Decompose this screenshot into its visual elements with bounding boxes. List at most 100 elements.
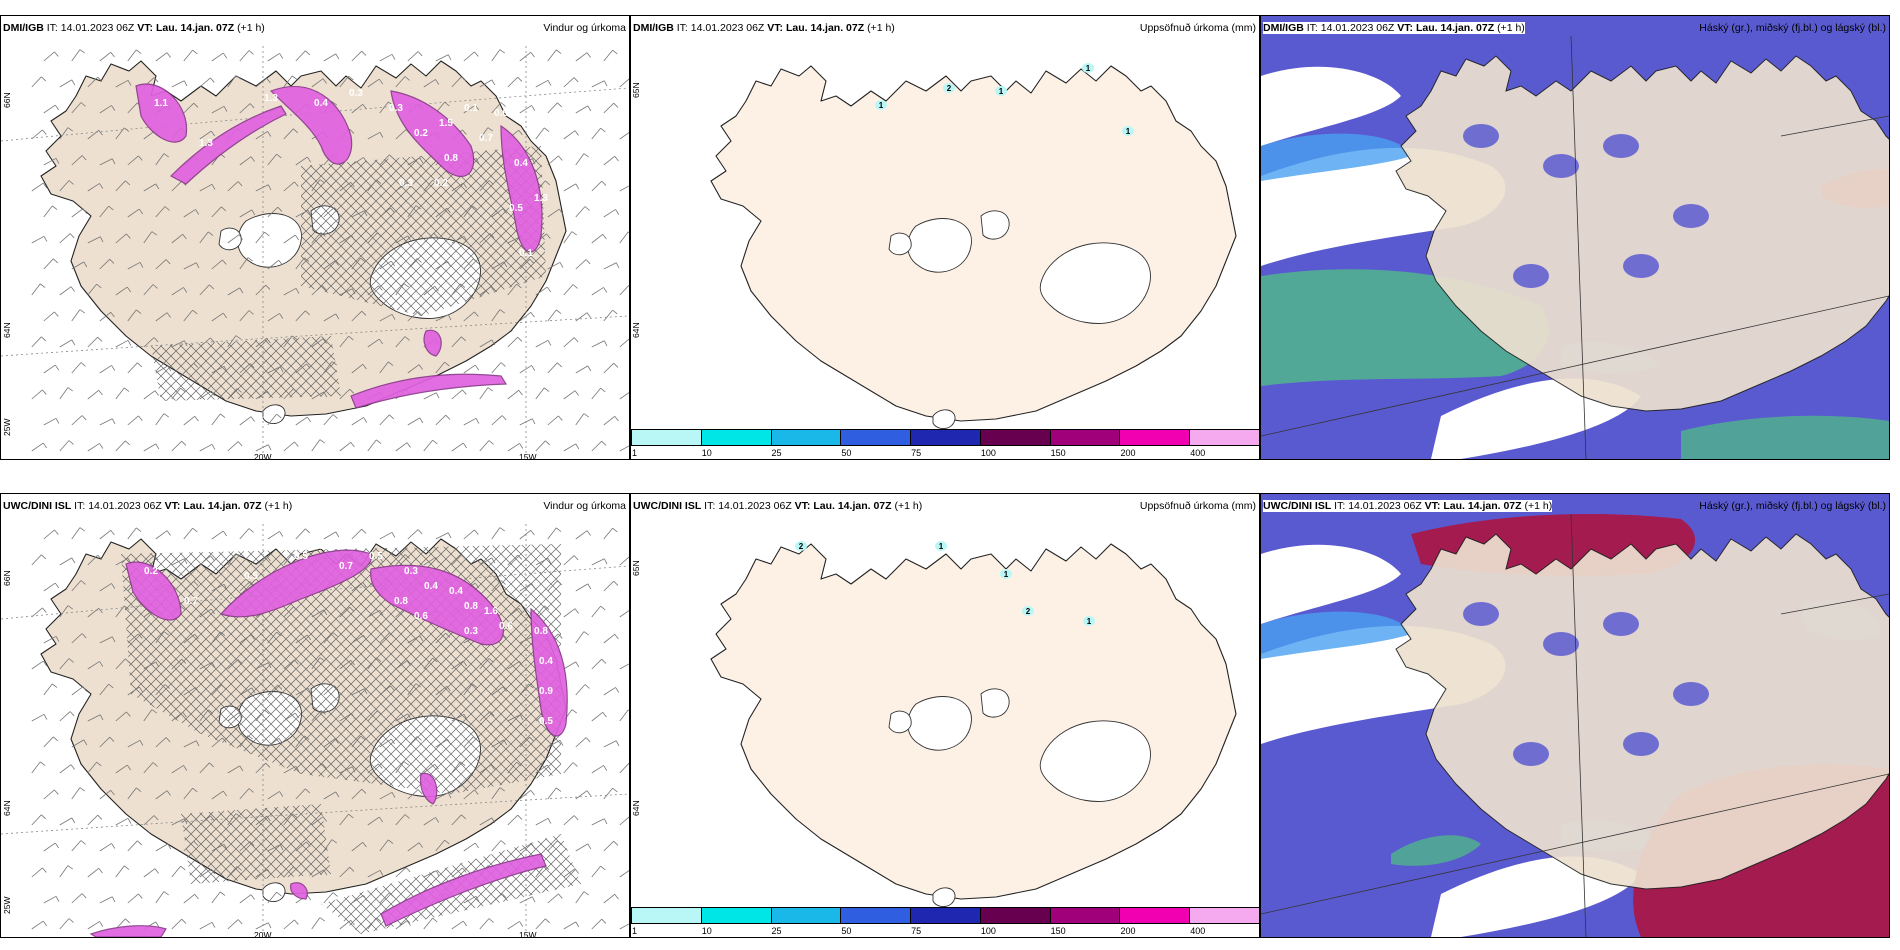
wind-barb bbox=[115, 711, 127, 722]
wind-barb bbox=[59, 387, 69, 400]
wind-barb bbox=[127, 49, 137, 62]
wind-barb-flag bbox=[195, 262, 200, 269]
wind-barb bbox=[295, 310, 306, 322]
wind-barb-flag bbox=[68, 180, 74, 185]
wind-barb bbox=[127, 415, 139, 426]
wind-barb bbox=[507, 761, 517, 774]
wind-barb bbox=[99, 258, 111, 270]
wind-barb bbox=[143, 709, 153, 722]
wind-barb bbox=[211, 583, 225, 592]
wind-barb bbox=[367, 556, 380, 566]
wind-barb-flag bbox=[416, 258, 422, 263]
wind-barb-flag bbox=[518, 390, 523, 396]
wind-barb-flag bbox=[529, 258, 535, 264]
wind-barb bbox=[239, 528, 250, 540]
wind-barb-flag bbox=[332, 632, 338, 637]
wind-barb-flag bbox=[489, 711, 495, 717]
precip-value-label: 0.7 bbox=[184, 596, 198, 607]
wind-barb-flag bbox=[124, 387, 130, 392]
wind-barb bbox=[239, 634, 252, 644]
wind-barb-flag bbox=[585, 259, 591, 265]
wind-barb bbox=[283, 553, 293, 566]
wind-barb bbox=[575, 105, 589, 114]
wind-barb-flag bbox=[390, 260, 396, 267]
wind-barb bbox=[423, 285, 435, 296]
wind-barb-flag bbox=[322, 338, 327, 344]
wind-barb-flag bbox=[556, 309, 562, 314]
wind-barb-flag bbox=[54, 582, 60, 589]
lon-label: 15W bbox=[519, 930, 537, 938]
wind-barb bbox=[619, 556, 629, 566]
latitude-line bbox=[1, 565, 629, 620]
wind-barb-flag bbox=[446, 208, 451, 214]
wind-barb bbox=[239, 50, 250, 62]
wind-barb bbox=[43, 51, 55, 62]
wind-barb-flag bbox=[248, 788, 254, 793]
wind-barb-flag bbox=[363, 688, 368, 695]
wind-barb bbox=[451, 920, 464, 930]
wind-barb-flag bbox=[306, 156, 312, 163]
wind-barb bbox=[283, 712, 296, 722]
wind-barb-flag bbox=[557, 840, 563, 846]
wind-barb bbox=[435, 261, 448, 270]
wind-barb-flag bbox=[575, 661, 580, 668]
wind-barb bbox=[295, 416, 308, 426]
wind-barb-flag bbox=[321, 763, 327, 769]
wind-barb-flag bbox=[208, 709, 214, 714]
wind-barb bbox=[183, 633, 195, 644]
wind-barb bbox=[211, 737, 223, 748]
wind-barb bbox=[619, 132, 629, 140]
wind-barb bbox=[311, 285, 323, 296]
wind-barb-flag bbox=[125, 658, 131, 664]
precip-value-label: 0.2 bbox=[414, 128, 428, 139]
wind-barb bbox=[295, 209, 309, 218]
wind-barb-flag bbox=[249, 363, 255, 369]
wind-barb bbox=[563, 337, 575, 348]
wind-barb bbox=[211, 52, 224, 62]
wind-barb bbox=[451, 389, 463, 400]
wind-barb-flag bbox=[415, 683, 421, 688]
wind-barb bbox=[547, 840, 558, 852]
wind-barb-flag bbox=[210, 555, 215, 561]
wind-barb-flag bbox=[574, 608, 579, 614]
wind-barb-flag bbox=[321, 285, 327, 291]
boundary-line bbox=[1780, 593, 1889, 615]
wind-barb-flag bbox=[136, 49, 142, 54]
wind-barb bbox=[155, 153, 165, 166]
glacier-outline bbox=[980, 688, 1010, 718]
wind-barb-flag bbox=[586, 312, 591, 318]
wind-barb bbox=[227, 287, 241, 296]
wind-barb-flag bbox=[432, 179, 438, 185]
wind-barb-flag bbox=[403, 761, 409, 766]
wind-barb-flag bbox=[237, 441, 243, 447]
wind-barb-flag bbox=[462, 182, 468, 189]
wind-barb-flag bbox=[69, 233, 75, 239]
wind-barb bbox=[563, 762, 574, 774]
wind-barb-flag bbox=[125, 918, 131, 924]
wind-barb bbox=[183, 209, 196, 218]
wind-barb bbox=[423, 557, 436, 566]
wind-barb bbox=[43, 842, 56, 852]
wind-barb bbox=[199, 661, 213, 670]
precip-value-label: 0.8 bbox=[464, 601, 478, 612]
wind-barb bbox=[435, 685, 447, 696]
wind-barb bbox=[435, 414, 447, 426]
wind-barb-flag bbox=[42, 660, 48, 667]
wind-barb-flag bbox=[248, 50, 254, 55]
wind-barb bbox=[547, 208, 560, 218]
wind-barb bbox=[575, 206, 586, 218]
wind-barb-flag bbox=[389, 892, 395, 898]
wind-barb-flag bbox=[99, 661, 104, 667]
wind-barb-flag bbox=[183, 558, 188, 565]
wind-barb bbox=[283, 441, 295, 452]
precip-spot bbox=[943, 83, 955, 93]
precip-value-label: 0.5 bbox=[539, 716, 553, 727]
wind-barb-flag bbox=[491, 557, 496, 564]
wind-barb-flag bbox=[55, 896, 60, 902]
wind-barb-flag bbox=[348, 813, 354, 819]
wind-barb bbox=[71, 840, 82, 852]
wind-barb-flag bbox=[277, 206, 283, 212]
wind-barb-flag bbox=[139, 740, 144, 746]
wind-barb-flag bbox=[239, 765, 244, 772]
wind-barb bbox=[143, 868, 156, 878]
